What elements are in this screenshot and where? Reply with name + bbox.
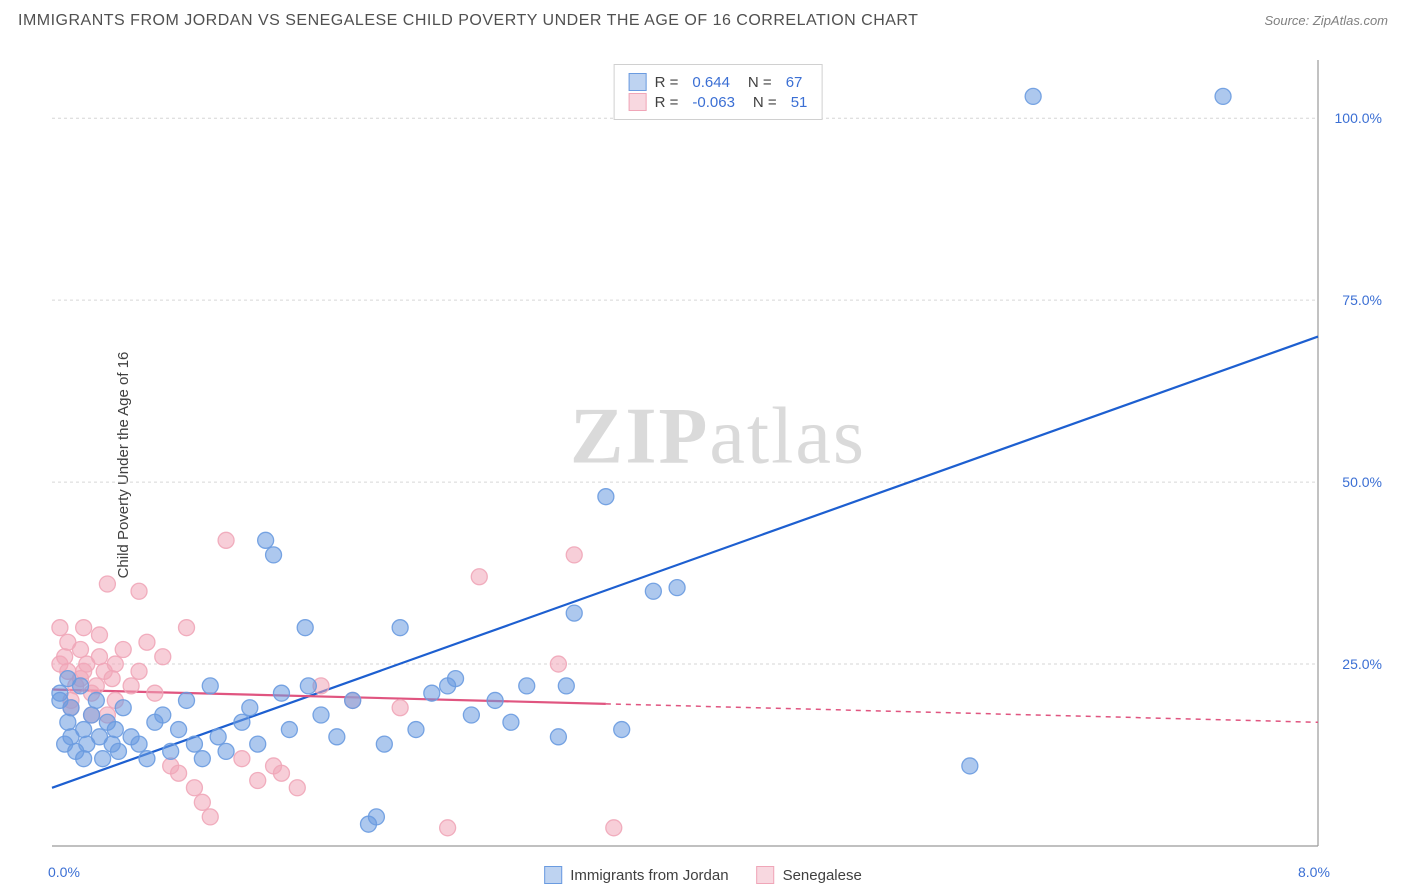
legend-swatch-senegalese	[757, 866, 775, 884]
legend-swatch-senegalese	[629, 93, 647, 111]
plot-svg	[48, 56, 1388, 850]
n-value-jordan: 67	[780, 74, 803, 91]
y-tick-label: 100.0%	[1335, 110, 1382, 126]
source-label: Source: ZipAtlas.com	[1264, 13, 1388, 28]
legend-row-jordan: R = 0.644 N = 67	[629, 73, 808, 91]
correlation-legend: R = 0.644 N = 67 R = -0.063 N = 51	[614, 64, 823, 120]
chart-title: IMMIGRANTS FROM JORDAN VS SENEGALESE CHI…	[18, 12, 918, 30]
header: IMMIGRANTS FROM JORDAN VS SENEGALESE CHI…	[0, 0, 1406, 34]
n-value-senegalese: 51	[785, 94, 808, 111]
r-value-senegalese: -0.063	[686, 94, 735, 111]
legend-label-senegalese: Senegalese	[783, 867, 862, 884]
legend-row-senegalese: R = -0.063 N = 51	[629, 93, 808, 111]
y-tick-label: 75.0%	[1342, 292, 1382, 308]
legend-label-jordan: Immigrants from Jordan	[570, 867, 728, 884]
r-value-jordan: 0.644	[686, 74, 730, 91]
y-tick-label: 25.0%	[1342, 656, 1382, 672]
r-label: R =	[655, 94, 679, 111]
plot-area: ZIPatlas R = 0.644 N = 67 R = -0.063 N =…	[48, 56, 1388, 850]
legend-item-senegalese: Senegalese	[757, 866, 862, 884]
x-tick-label: 0.0%	[48, 864, 80, 880]
n-label: N =	[743, 94, 777, 111]
x-tick-label: 8.0%	[1298, 864, 1330, 880]
series-legend: Immigrants from Jordan Senegalese	[544, 866, 862, 884]
chart-area: Child Poverty Under the Age of 16 ZIPatl…	[0, 38, 1406, 892]
legend-swatch-jordan	[629, 73, 647, 91]
legend-swatch-jordan	[544, 866, 562, 884]
y-tick-label: 50.0%	[1342, 474, 1382, 490]
n-label: N =	[738, 74, 772, 91]
r-label: R =	[655, 74, 679, 91]
legend-item-jordan: Immigrants from Jordan	[544, 866, 728, 884]
